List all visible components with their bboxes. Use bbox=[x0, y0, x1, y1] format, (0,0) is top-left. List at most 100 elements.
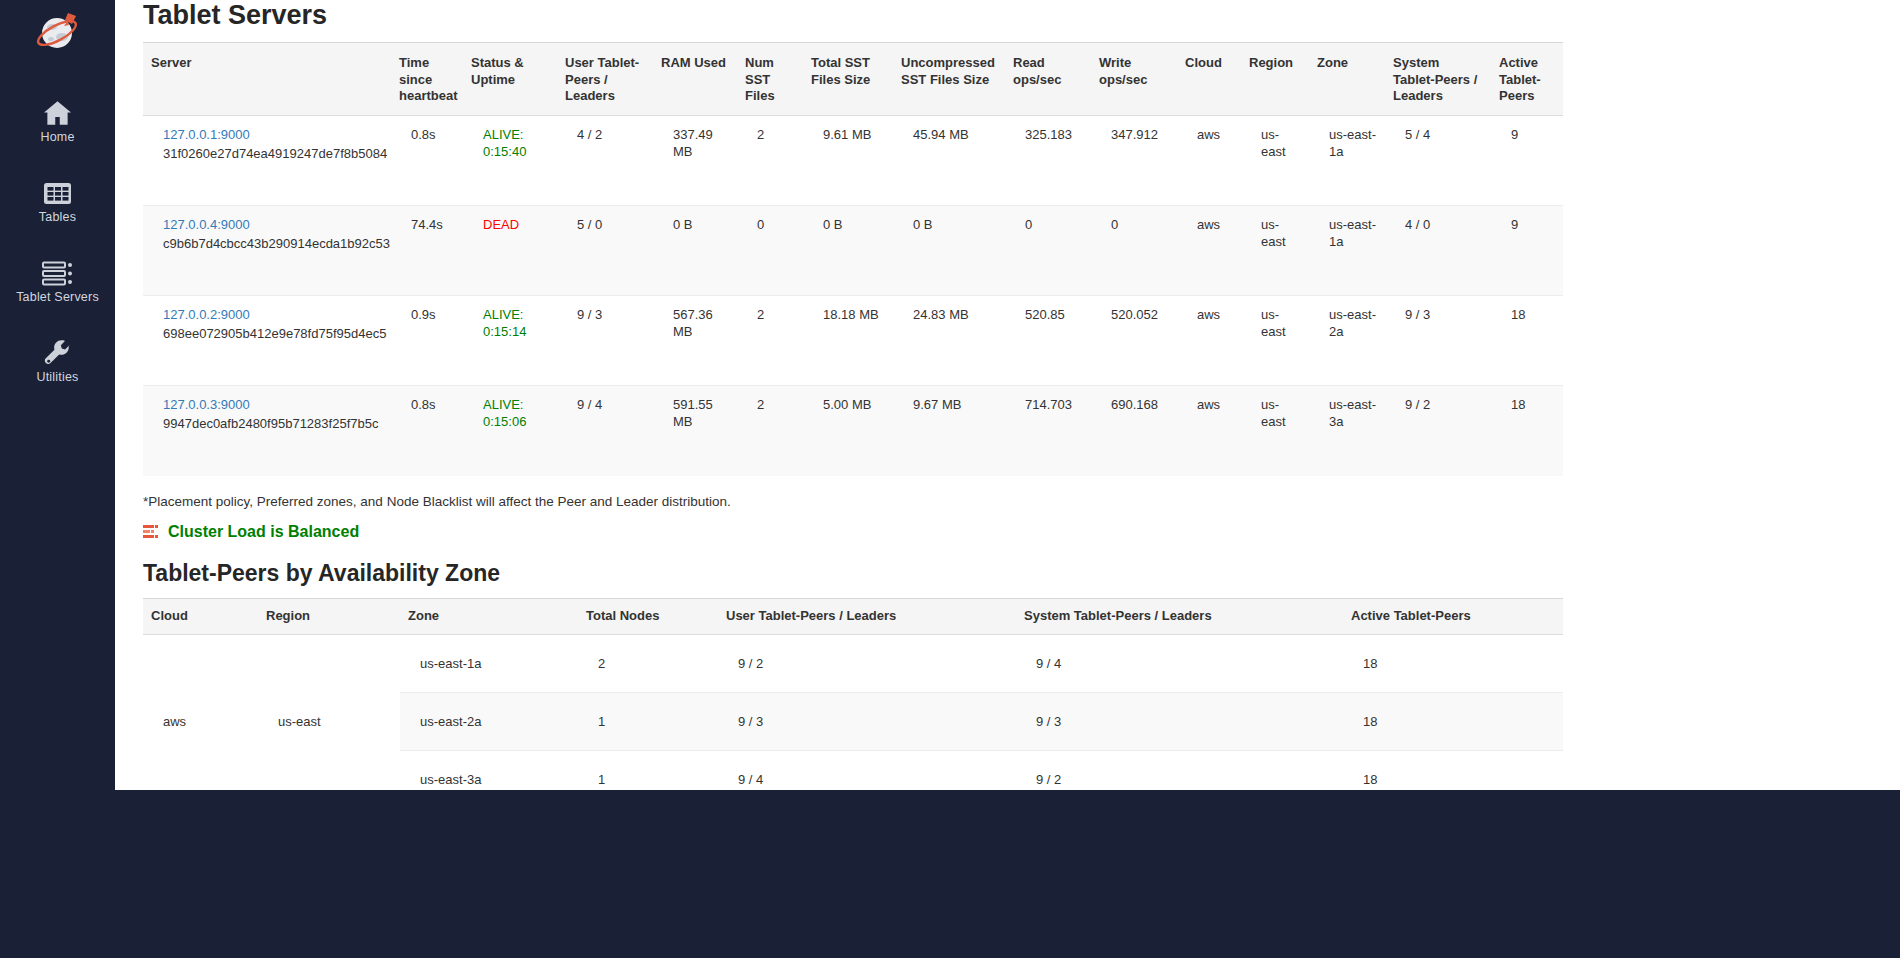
col-header-num-sst: Num SST Files bbox=[737, 42, 803, 116]
total-sst-cell: 9.61 MB bbox=[803, 116, 893, 206]
servers-table-header: Server Time since heartbeat Status & Upt… bbox=[143, 42, 1563, 116]
cloud-cell: aws bbox=[1177, 296, 1241, 386]
col-header-heartbeat: Time since heartbeat bbox=[391, 42, 463, 116]
az-table-header: Cloud Region Zone Total Nodes User Table… bbox=[143, 599, 1563, 635]
region-cell: us-east bbox=[1241, 386, 1309, 476]
ram-cell: 0 B bbox=[653, 206, 737, 296]
table-row: 127.0.0.1:9000 31f0260e27d74ea4919247de7… bbox=[143, 116, 1563, 206]
num-sst-cell: 2 bbox=[737, 386, 803, 476]
col-header-ram: RAM Used bbox=[653, 42, 737, 116]
region-cell: us-east bbox=[1241, 116, 1309, 206]
read-ops-cell: 0 bbox=[1005, 206, 1091, 296]
total-nodes-cell: 2 bbox=[578, 635, 718, 693]
read-ops-cell: 325.183 bbox=[1005, 116, 1091, 206]
placement-footnote: *Placement policy, Preferred zones, and … bbox=[143, 494, 1872, 509]
server-uuid: 9947dec0afb2480f95b71283f25f7b5c bbox=[163, 416, 383, 433]
table-row: 127.0.0.4:9000 c9b6b7d4cbcc43b290914ecda… bbox=[143, 206, 1563, 296]
col-header-user-peers: User Tablet-Peers / Leaders bbox=[718, 599, 1016, 635]
col-header-active-peers: Active Tablet-Peers bbox=[1491, 42, 1563, 116]
system-peers-cell: 9 / 2 bbox=[1385, 386, 1491, 476]
total-nodes-cell: 1 bbox=[578, 693, 718, 751]
tablet-peers-by-az-table: Cloud Region Zone Total Nodes User Table… bbox=[143, 598, 1563, 808]
table-row: 127.0.0.3:9000 9947dec0afb2480f95b71283f… bbox=[143, 386, 1563, 476]
uncompressed-sst-cell: 24.83 MB bbox=[893, 296, 1005, 386]
sidebar-nav: Home Ta bbox=[16, 98, 99, 418]
zone-cell: us-east-1a bbox=[1309, 116, 1385, 206]
heartbeat-cell: 0.9s bbox=[391, 296, 463, 386]
cloud-cell: aws bbox=[1177, 206, 1241, 296]
zone-cell: us-east-3a bbox=[1309, 386, 1385, 476]
server-uuid: 698ee072905b412e9e78fd75f95d4ec5 bbox=[163, 326, 383, 343]
user-peers-cell: 9 / 4 bbox=[557, 386, 653, 476]
status-cell: DEAD bbox=[463, 206, 557, 296]
zone-cell: us-east-1a bbox=[1309, 206, 1385, 296]
active-peers-cell: 18 bbox=[1343, 635, 1563, 693]
system-peers-cell: 5 / 4 bbox=[1385, 116, 1491, 206]
active-peers-cell: 18 bbox=[1491, 386, 1563, 476]
col-header-system-peers: System Tablet-Peers / Leaders bbox=[1016, 599, 1343, 635]
col-header-server: Server bbox=[143, 42, 391, 116]
sidebar-item-label: Tablet Servers bbox=[16, 290, 99, 304]
col-header-system-peers: System Tablet-Peers / Leaders bbox=[1385, 42, 1491, 116]
sidebar-item-tables[interactable]: Tables bbox=[16, 178, 99, 224]
total-sst-cell: 5.00 MB bbox=[803, 386, 893, 476]
ram-cell: 337.49 MB bbox=[653, 116, 737, 206]
system-peers-cell: 9 / 3 bbox=[1016, 693, 1343, 751]
col-header-zone: Zone bbox=[1309, 42, 1385, 116]
ram-cell: 591.55 MB bbox=[653, 386, 737, 476]
write-ops-cell: 347.912 bbox=[1091, 116, 1177, 206]
server-link[interactable]: 127.0.0.4:9000 bbox=[163, 217, 250, 232]
total-sst-cell: 0 B bbox=[803, 206, 893, 296]
user-peers-cell: 9 / 3 bbox=[718, 693, 1016, 751]
region-cell: us-east bbox=[258, 635, 400, 809]
num-sst-cell: 2 bbox=[737, 116, 803, 206]
server-link[interactable]: 127.0.0.2:9000 bbox=[163, 307, 250, 322]
system-peers-cell: 9 / 4 bbox=[1016, 635, 1343, 693]
cluster-load-status-text: Cluster Load is Balanced bbox=[168, 523, 359, 541]
active-peers-cell: 18 bbox=[1491, 296, 1563, 386]
user-peers-cell: 5 / 0 bbox=[557, 206, 653, 296]
heartbeat-cell: 0.8s bbox=[391, 386, 463, 476]
sidebar-item-label: Home bbox=[40, 130, 74, 144]
tablet-servers-icon bbox=[42, 258, 73, 286]
heartbeat-cell: 0.8s bbox=[391, 116, 463, 206]
uncompressed-sst-cell: 9.67 MB bbox=[893, 386, 1005, 476]
sidebar-item-label: Utilities bbox=[36, 370, 78, 384]
sidebar-item-label: Tables bbox=[39, 210, 76, 224]
server-cell: 127.0.0.4:9000 c9b6b7d4cbcc43b290914ecda… bbox=[143, 206, 391, 296]
cluster-load-status: Cluster Load is Balanced bbox=[143, 523, 1872, 541]
yugabytedb-logo-icon[interactable] bbox=[34, 10, 82, 58]
server-link[interactable]: 127.0.0.3:9000 bbox=[163, 397, 250, 412]
cloud-cell: aws bbox=[1177, 116, 1241, 206]
sidebar-item-tablet-servers[interactable]: Tablet Servers bbox=[16, 258, 99, 304]
server-cell: 127.0.0.2:9000 698ee072905b412e9e78fd75f… bbox=[143, 296, 391, 386]
tablet-servers-table: Server Time since heartbeat Status & Upt… bbox=[143, 42, 1563, 476]
status-cell: ALIVE: 0:15:06 bbox=[463, 386, 557, 476]
active-peers-cell: 9 bbox=[1491, 116, 1563, 206]
read-ops-cell: 714.703 bbox=[1005, 386, 1091, 476]
page-title: Tablet Servers bbox=[143, 1, 1872, 31]
col-header-region: Region bbox=[1241, 42, 1309, 116]
write-ops-cell: 690.168 bbox=[1091, 386, 1177, 476]
cloud-cell: aws bbox=[143, 635, 258, 809]
footer-bar bbox=[0, 790, 1900, 958]
server-cell: 127.0.0.1:9000 31f0260e27d74ea4919247de7… bbox=[143, 116, 391, 206]
server-link[interactable]: 127.0.0.1:9000 bbox=[163, 127, 250, 142]
server-uuid: c9b6b7d4cbcc43b290914ecda1b92c53 bbox=[163, 236, 383, 253]
main-content: Tablet Servers Server Time since heartbe… bbox=[115, 0, 1900, 809]
col-header-cloud: Cloud bbox=[143, 599, 258, 635]
uncompressed-sst-cell: 0 B bbox=[893, 206, 1005, 296]
user-peers-cell: 9 / 3 bbox=[557, 296, 653, 386]
col-header-zone: Zone bbox=[400, 599, 578, 635]
col-header-uncompressed-sst: Uncompressed SST Files Size bbox=[893, 42, 1005, 116]
server-uuid: 31f0260e27d74ea4919247de7f8b5084 bbox=[163, 146, 383, 163]
active-peers-cell: 9 bbox=[1491, 206, 1563, 296]
col-header-write-ops: Write ops/sec bbox=[1091, 42, 1177, 116]
sidebar-item-home[interactable]: Home bbox=[16, 98, 99, 144]
sidebar-item-utilities[interactable]: Utilities bbox=[16, 338, 99, 384]
uncompressed-sst-cell: 45.94 MB bbox=[893, 116, 1005, 206]
write-ops-cell: 520.052 bbox=[1091, 296, 1177, 386]
write-ops-cell: 0 bbox=[1091, 206, 1177, 296]
col-header-total-sst: Total SST Files Size bbox=[803, 42, 893, 116]
status-cell: ALIVE: 0:15:40 bbox=[463, 116, 557, 206]
